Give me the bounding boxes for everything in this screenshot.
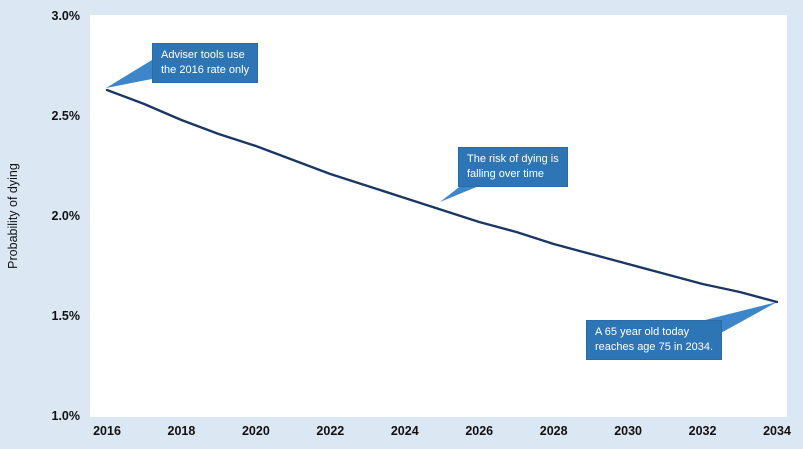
x-tick-label: 2018 [167,424,196,438]
x-tick-label: 2030 [614,424,643,438]
callout-text-line: the 2016 rate only [161,64,250,76]
x-tick-label: 2020 [241,424,270,438]
x-tick-label: 2016 [93,424,121,438]
callout-age-75: A 65 year old today reaches age 75 in 20… [586,320,723,360]
y-tick-label: 1.5% [51,309,81,323]
x-tick-label: 2022 [316,424,345,438]
x-tick-label: 2024 [390,424,419,438]
callout-adviser-tools: Adviser tools use the 2016 rate only [152,43,259,83]
callout-text-line: The risk of dying is [467,153,559,165]
callout-text-line: reaches age 75 in 2034. [595,341,714,353]
y-tick-label: 1.0% [51,409,81,423]
y-tick-label: 2.5% [51,109,81,123]
callout-tail-left [106,60,152,88]
callout-text-line: A 65 year old today [595,326,690,338]
y-tick-label: 2.0% [51,209,81,223]
callout-text-line: Adviser tools use [161,49,245,61]
callout-risk-falling: The risk of dying is falling over time [458,147,568,187]
x-tick-label: 2034 [763,424,791,438]
callout-text-line: falling over time [467,168,545,180]
x-tick-label: 2026 [465,424,494,438]
x-tick-label: 2028 [539,424,568,438]
probability-line-series [105,88,779,304]
x-tick-label: 2032 [688,424,717,438]
y-tick-label: 3.0% [51,9,81,23]
